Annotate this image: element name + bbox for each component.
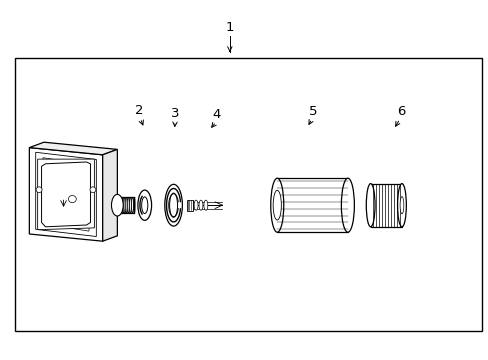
Ellipse shape (120, 197, 122, 213)
Polygon shape (277, 178, 347, 232)
Ellipse shape (125, 197, 128, 213)
Ellipse shape (68, 195, 76, 203)
Ellipse shape (199, 200, 203, 210)
Ellipse shape (194, 200, 198, 210)
Polygon shape (36, 152, 96, 237)
Ellipse shape (123, 197, 126, 213)
Ellipse shape (203, 200, 207, 210)
FancyBboxPatch shape (187, 200, 193, 211)
Ellipse shape (399, 197, 403, 214)
Polygon shape (41, 162, 90, 227)
Polygon shape (43, 158, 89, 231)
Ellipse shape (270, 178, 283, 232)
Ellipse shape (122, 197, 124, 213)
Text: 6: 6 (396, 105, 405, 118)
Ellipse shape (142, 197, 147, 213)
Ellipse shape (127, 197, 129, 213)
Ellipse shape (129, 197, 131, 213)
Ellipse shape (366, 184, 374, 227)
Text: 1: 1 (225, 21, 234, 34)
Polygon shape (29, 142, 117, 155)
Ellipse shape (169, 193, 177, 217)
Ellipse shape (118, 197, 120, 213)
Ellipse shape (90, 187, 96, 193)
Ellipse shape (273, 190, 281, 220)
Ellipse shape (36, 187, 42, 193)
Ellipse shape (131, 197, 133, 213)
Ellipse shape (134, 197, 135, 213)
Ellipse shape (138, 190, 151, 220)
Ellipse shape (164, 184, 182, 226)
Ellipse shape (397, 184, 406, 227)
Ellipse shape (111, 194, 123, 216)
Polygon shape (117, 197, 134, 213)
Polygon shape (102, 149, 117, 241)
Ellipse shape (341, 178, 354, 232)
Polygon shape (29, 148, 102, 241)
Text: 3: 3 (170, 107, 179, 120)
Text: 2: 2 (135, 104, 143, 117)
FancyBboxPatch shape (15, 58, 481, 331)
Polygon shape (38, 159, 94, 230)
Polygon shape (370, 184, 401, 227)
Text: 4: 4 (212, 108, 221, 121)
Text: 5: 5 (308, 105, 317, 118)
